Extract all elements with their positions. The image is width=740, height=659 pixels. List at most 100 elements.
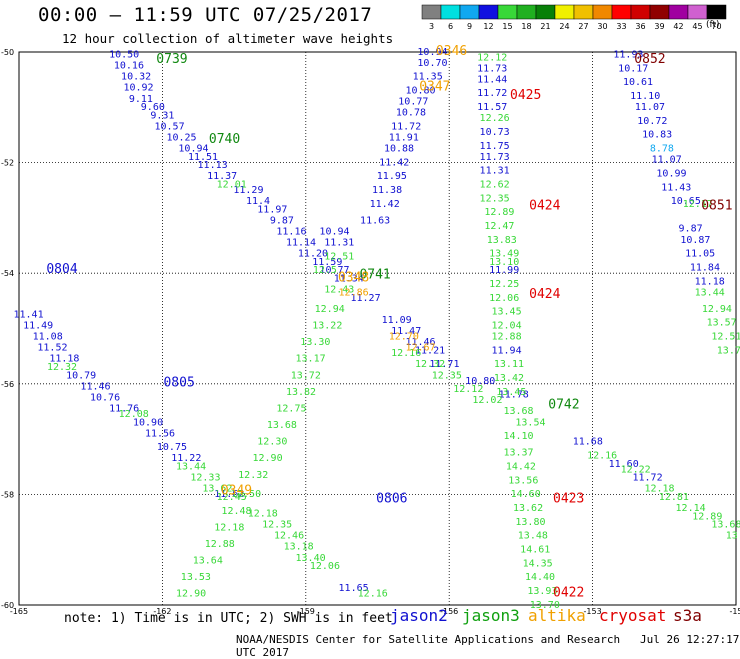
colorbar-swatch xyxy=(668,4,689,20)
axis-ticks: -165 -162 -159 -156 -153 -15 -50 -52 -54 -56 -58 -6… xyxy=(1,48,740,616)
pass-time-label: 0741 xyxy=(359,268,390,283)
swh-value-jason2: 11.27 xyxy=(350,293,380,304)
swh-value-jason3: 14.10 xyxy=(503,431,533,442)
pass-time-label: 0346 xyxy=(436,44,467,59)
swh-value-jason3: 12.16 xyxy=(587,450,617,461)
colorbar-label: 12 xyxy=(483,22,493,31)
swh-value-jason2: 10.72 xyxy=(637,116,667,127)
x-tick-label: -15 xyxy=(729,607,740,616)
swh-value-jason2: 10.61 xyxy=(623,77,653,88)
swh-value-jason3: 13.42 xyxy=(494,373,524,384)
swh-value-jason2: 11.51 xyxy=(188,152,218,163)
swh-value-jason3: 12.51 xyxy=(324,251,354,262)
swh-value-jason3: 13.45 xyxy=(496,387,526,398)
swh-value-jason2: 11.09 xyxy=(382,315,412,326)
swh-value-jason2: 11.46 xyxy=(80,381,110,392)
swh-value-jason2: 11.42 xyxy=(379,157,409,168)
swh-value-jason2: 11.47 xyxy=(391,326,421,337)
swh-value-jason2: 11.76 xyxy=(109,403,139,414)
pass-time-label: 0349 xyxy=(221,483,252,498)
swh-value-jason2: 11.37 xyxy=(207,171,237,182)
swh-value-jason3: 12.81 xyxy=(659,492,689,503)
swh-value-jason3: 12.12 xyxy=(453,384,483,395)
swh-value-jason3: 14.42 xyxy=(506,462,536,473)
pass-time-label: 0423 xyxy=(553,492,584,507)
colorbar-label: 6 xyxy=(448,22,453,31)
swh-value-jason2: 11.95 xyxy=(377,171,407,182)
swh-value-jason2: 10.25 xyxy=(166,132,196,143)
swh-value-jason3: 13.56 xyxy=(508,475,538,486)
swh-value-jason3: 12.46 xyxy=(274,531,304,542)
swh-value-jason3: 14.61 xyxy=(520,544,550,555)
legend-cryosat: cryosat xyxy=(599,606,667,625)
swh-value-jason2: 10.80 xyxy=(465,376,495,387)
swh-value-jason2: 11.63 xyxy=(360,215,390,226)
colorbar-swatch xyxy=(535,4,556,20)
pass-time-label: 0852 xyxy=(634,52,665,67)
swh-value-jason2: 11.34 xyxy=(334,273,364,284)
swh-value-jason3: 12.32 xyxy=(415,359,445,370)
colorbar-label: 45 xyxy=(692,22,702,31)
swh-value-jason2: 11.59 xyxy=(312,257,342,268)
swh-value-jason3: 12.94 xyxy=(315,304,345,315)
swh-value-jason3: 12.88 xyxy=(492,332,522,343)
swh-value-jason2: 10.78 xyxy=(396,108,426,119)
swh-value-jason2: 11.91 xyxy=(389,132,419,143)
colorbar-label: 15 xyxy=(502,22,512,31)
swh-value-jason3: 13.44 xyxy=(176,462,206,473)
swh-value-jason2: 11.31 xyxy=(324,238,354,249)
swh-value-jason2: 11.20 xyxy=(298,249,328,260)
swh-value-jason2: 9.87 xyxy=(679,224,703,235)
colorbar-swatch xyxy=(478,4,499,20)
swh-value-jason2: 11.05 xyxy=(685,249,715,260)
swh-value-jason3: 12.18 xyxy=(644,484,674,495)
pass-time-label: 0347 xyxy=(419,80,450,95)
swh-value-jason2: 11.44 xyxy=(477,74,507,85)
swh-value-jason2: 8.78 xyxy=(650,144,674,155)
swh-value-jason2: 11.07 xyxy=(652,155,682,166)
swh-value-jason2: 11.22 xyxy=(171,453,201,464)
swh-value-jason3: 12.08 xyxy=(119,409,149,420)
swh-value-jason2: 9.31 xyxy=(150,110,174,121)
swh-value-jason3: 13.80 xyxy=(515,517,545,528)
swh-value-jason2: 11.38 xyxy=(372,185,402,196)
swh-value-jason2: 11.35 xyxy=(413,72,443,83)
swh-value-jason3: 12.32 xyxy=(47,362,77,373)
swh-value-jason3: 12.06 xyxy=(310,561,340,572)
swh-value-jason2: 10.83 xyxy=(642,130,672,141)
colorbar-swatch xyxy=(649,4,670,20)
swh-value-jason3: 13.64 xyxy=(193,556,223,567)
swh-value-jason2: 10.87 xyxy=(680,235,710,246)
x-tick-label: -165 xyxy=(10,607,28,616)
pass-time-label: 0425 xyxy=(510,88,541,103)
swh-value-jason2: 11.41 xyxy=(14,309,44,320)
swh-value-jason2: 11.73 xyxy=(477,63,507,74)
colorbar-label: 24 xyxy=(559,22,569,31)
swh-value-jason2: 10.75 xyxy=(157,442,187,453)
swh-value-jason2: 11.84 xyxy=(690,262,720,273)
pass-time-label: 0739 xyxy=(156,52,187,67)
swh-value-jason3: 13.30 xyxy=(300,337,330,348)
footer-note: note: 1) Time is in UTC; 2) SWH is in fe… xyxy=(64,611,393,626)
swh-value-jason2: 11.94 xyxy=(492,345,522,356)
swh-value-jason3: 12.30 xyxy=(257,437,287,448)
chart-subtitle: 12 hour collection of altimeter wave hei… xyxy=(62,31,394,46)
swh-value-jason2: 10.70 xyxy=(417,58,447,69)
x-tick-label: -159 xyxy=(297,607,315,616)
swh-value-jason2: 10.73 xyxy=(480,127,510,138)
swh-value-jason3: 13.48 xyxy=(518,531,548,542)
swh-value-jason3: 13.83 xyxy=(487,235,517,246)
swh-value-jason2: 9.60 xyxy=(141,102,165,113)
swh-value-jason3: 13.53 xyxy=(181,572,211,583)
swh-value-jason3: 12.43 xyxy=(324,285,354,296)
swh-value-jason3: 12.47 xyxy=(484,221,514,232)
swh-value-jason3: 13.7 xyxy=(717,345,740,356)
swh-value-altika: 12.70 xyxy=(389,332,419,343)
swh-value-jason3: 13.62 xyxy=(513,503,543,514)
colorbar-label: 3 xyxy=(429,22,434,31)
swh-value-jason3: 12.18 xyxy=(214,522,244,533)
colorbar-label: 39 xyxy=(654,22,664,31)
swh-value-jason3: 12.89 xyxy=(692,511,722,522)
swh-value-jason3: 13.22 xyxy=(312,321,342,332)
